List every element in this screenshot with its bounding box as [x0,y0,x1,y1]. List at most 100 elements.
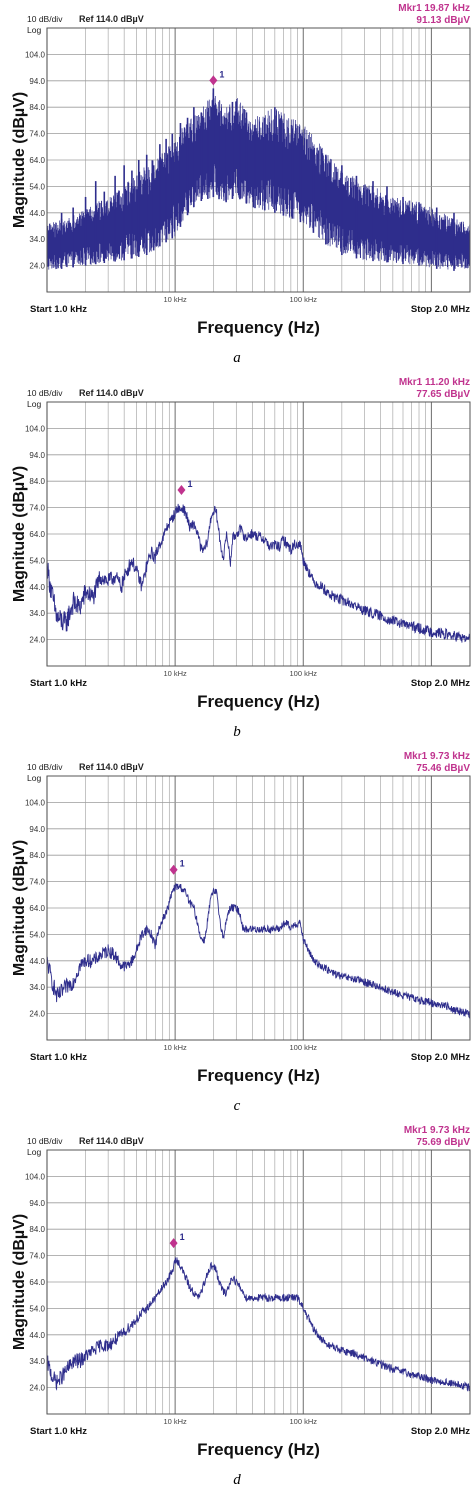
trace-line-c [46,883,471,1019]
y-axis-title: Magnitude (dBµV) [11,466,28,602]
y-tick-label: 104.0 [25,1172,46,1181]
marker-frequency-label: Mkr1 9.73 kHz [404,751,470,762]
y-tick-label: 44.0 [29,1331,45,1340]
chart-panel-c: 10 dB/div Ref 114.0 dBµV Log Mkr1 9.73 kHz 7… [0,748,474,1122]
stop-frequency-label: Stop 2.0 MHz [411,1052,470,1063]
chart-panel-b: 10 dB/div Ref 114.0 dBµV Log Mkr1 11.20 kHz… [0,374,474,748]
x-tick-label: 10 kHz [163,1417,187,1426]
ref-label: Ref 114.0 dBµV [79,14,144,24]
plot-frame [46,775,471,1041]
y-tick-label: 54.0 [29,930,45,939]
y-tick-label: 74.0 [29,878,45,887]
y-tick-label: 104.0 [25,798,46,807]
y-tick-label: 104.0 [25,424,46,433]
y-axis-title: Magnitude (dBµV) [11,840,28,976]
y-tick-label: 104.0 [25,50,46,59]
y-tick-label: 84.0 [29,851,45,860]
y-tick-label: 64.0 [29,530,45,539]
ref-label: Ref 114.0 dBµV [79,762,144,772]
marker-value-label: 75.69 dBµV [416,1137,470,1148]
marker-diamond [169,864,178,875]
y-tick-label: 84.0 [29,1225,45,1234]
y-tick-label: 94.0 [29,825,45,834]
trace-line-b [46,503,471,644]
stop-frequency-label: Stop 2.0 MHz [411,1426,470,1437]
scale-label: 10 dB/div [27,14,63,24]
log-label: Log [27,399,41,409]
trace-d [46,1257,471,1392]
start-frequency-label: Start 1.0 kHz [30,1426,87,1437]
plot-frame [46,401,471,667]
x-axis-title: Frequency (Hz) [197,1066,320,1085]
y-tick-label: 54.0 [29,182,45,191]
spectrum-chart-a: 10 dB/div Ref 114.0 dBµV Log Mkr1 19.87 kHz… [11,3,471,337]
x-tick-label: 10 kHz [163,669,187,678]
marker-number: 1 [219,69,224,79]
x-tick-label: 10 kHz [163,295,187,304]
x-tick-label: 100 kHz [290,1417,318,1426]
stop-frequency-label: Stop 2.0 MHz [411,304,470,315]
marker-frequency-label: Mkr1 9.73 kHz [404,1125,470,1136]
marker-value-label: 77.65 dBµV [416,389,470,400]
x-tick-label: 100 kHz [290,1043,318,1052]
y-tick-label: 24.0 [29,262,45,271]
y-tick-label: 44.0 [29,583,45,592]
y-tick-label: 54.0 [29,556,45,565]
x-axis-title: Frequency (Hz) [197,692,320,711]
log-label: Log [27,1147,41,1157]
panel-caption-a: a [233,350,241,366]
trace-b [46,503,471,644]
ref-label: Ref 114.0 dBµV [79,1136,144,1146]
trace-a [46,88,471,271]
y-tick-label: 44.0 [29,957,45,966]
log-label: Log [27,25,41,35]
panel-caption-d: d [233,1472,241,1488]
chart-panel-a: 10 dB/div Ref 114.0 dBµV Log Mkr1 19.87 kHz… [0,0,474,374]
x-tick-label: 100 kHz [290,669,318,678]
y-tick-label: 24.0 [29,636,45,645]
y-tick-label: 94.0 [29,77,45,86]
marker-frequency-label: Mkr1 11.20 kHz [399,377,470,388]
y-tick-label: 54.0 [29,1304,45,1313]
marker-number: 1 [180,1232,185,1242]
trace-c [46,883,471,1019]
y-tick-label: 94.0 [29,451,45,460]
marker-frequency-label: Mkr1 19.87 kHz [398,3,470,14]
y-tick-label: 64.0 [29,904,45,913]
marker-diamond [169,1238,178,1249]
y-tick-label: 24.0 [29,1384,45,1393]
y-tick-label: 84.0 [29,477,45,486]
log-label: Log [27,773,41,783]
y-tick-label: 34.0 [29,609,45,618]
panel-caption-c: c [233,1098,241,1114]
panel-caption-b: b [233,724,241,740]
start-frequency-label: Start 1.0 kHz [30,678,87,689]
y-tick-label: 34.0 [29,983,45,992]
scale-label: 10 dB/div [27,1136,63,1146]
y-tick-label: 34.0 [29,1357,45,1366]
plot-frame [46,1149,471,1415]
chart-panel-d: 10 dB/div Ref 114.0 dBµV Log Mkr1 9.73 kHz 7… [0,1122,474,1496]
y-tick-label: 64.0 [29,156,45,165]
trace-line-d [46,1257,471,1392]
x-axis-title: Frequency (Hz) [197,1440,320,1459]
y-tick-label: 84.0 [29,103,45,112]
spectrum-chart-b: 10 dB/div Ref 114.0 dBµV Log Mkr1 11.20 kHz… [11,377,471,711]
marker-diamond [209,75,218,86]
stop-frequency-label: Stop 2.0 MHz [411,678,470,689]
y-tick-label: 34.0 [29,235,45,244]
y-tick-label: 74.0 [29,1252,45,1261]
start-frequency-label: Start 1.0 kHz [30,1052,87,1063]
scale-label: 10 dB/div [27,762,63,772]
y-tick-label: 24.0 [29,1010,45,1019]
x-tick-label: 100 kHz [290,295,318,304]
y-tick-label: 64.0 [29,1278,45,1287]
marker-value-label: 75.46 dBµV [416,763,470,774]
x-tick-label: 10 kHz [163,1043,187,1052]
y-tick-label: 74.0 [29,504,45,513]
y-axis-title: Magnitude (dBµV) [11,92,28,228]
marker-number: 1 [187,479,192,489]
x-axis-title: Frequency (Hz) [197,318,320,337]
